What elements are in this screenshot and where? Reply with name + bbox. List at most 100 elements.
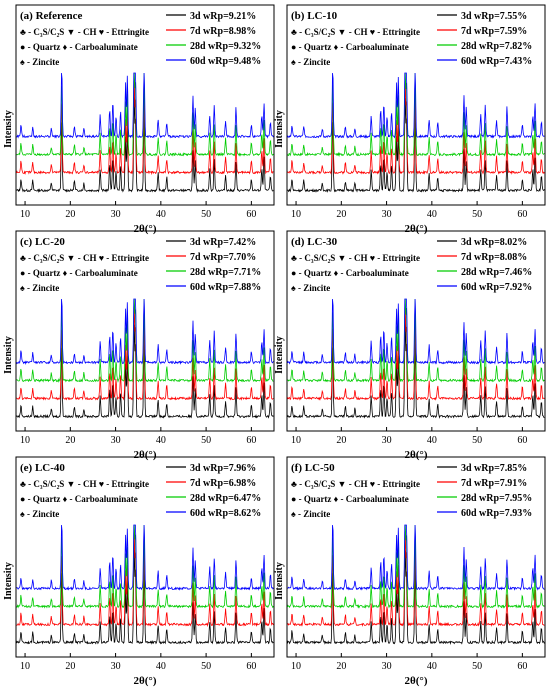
xrd-panel-6: 10 20 30 40 50 60 2θ(°) Intensity (f) LC-50 ♣ - C… [274, 456, 546, 687]
phase-legend-line: ♣ - C₃S/C₂S ▼ - CH ♥ - Ettringite [20, 253, 149, 263]
phase-legend-line: ♠ - Zincite [291, 57, 330, 67]
legend-entry: 3d wRp=7.85% [461, 463, 527, 474]
x-tick-label: 50 [201, 209, 211, 220]
x-tick-label: 60 [517, 435, 527, 446]
panel-label: (e) LC-40 [20, 462, 65, 474]
phase-legend-line: ♣ - C₃S/C₂S ▼ - CH ♥ - Ettringite [291, 27, 420, 37]
plot-frame [286, 230, 546, 432]
x-tick-label: 50 [472, 435, 482, 446]
phase-legend-line: ● - Quartz ♦ - Carboaluminate [291, 42, 409, 52]
series-line [287, 524, 545, 591]
x-tick-label: 40 [156, 209, 166, 220]
x-tick-label: 20 [65, 435, 75, 446]
x-tick-label: 20 [336, 661, 346, 672]
x-axis-label: 2θ(°) [134, 449, 157, 461]
legend-entry: 3d wRp=7.42% [190, 237, 256, 248]
x-tick-label: 60 [246, 661, 256, 672]
x-tick-label: 50 [201, 661, 211, 672]
phase-legend-line: ● - Quartz ♦ - Carboaluminate [20, 268, 138, 278]
x-tick-label: 60 [246, 435, 256, 446]
phase-legend-line: ♣ - C₃S/C₂S ▼ - CH ♥ - Ettringite [291, 253, 420, 263]
x-tick-label: 40 [156, 435, 166, 446]
series-line [287, 72, 545, 139]
panel-label: (c) LC-20 [20, 236, 65, 248]
x-tick-label: 30 [111, 209, 121, 220]
panel-label: (d) LC-30 [291, 236, 338, 248]
x-tick-label: 40 [427, 209, 437, 220]
x-tick-label: 20 [65, 209, 75, 220]
series-line [287, 298, 545, 365]
phase-legend-line: ● - Quartz ♦ - Carboaluminate [291, 494, 409, 504]
x-tick-label: 50 [201, 435, 211, 446]
plot-frame [15, 4, 275, 206]
panel-label: (b) LC-10 [291, 10, 338, 22]
y-axis-label: Intensity [274, 110, 285, 148]
phase-legend-line: ♣ - C₃S/C₂S ▼ - CH ♥ - Ettringite [291, 479, 420, 489]
legend-entry: 28d wRp=6.47% [190, 493, 261, 504]
x-tick-label: 50 [472, 209, 482, 220]
x-tick-label: 40 [427, 435, 437, 446]
phase-legend-line: ● - Quartz ♦ - Carboaluminate [20, 494, 138, 504]
x-tick-label: 10 [20, 661, 30, 672]
phase-legend-line: ♠ - Zincite [20, 57, 59, 67]
plot-frame [286, 4, 546, 206]
x-tick-label: 20 [336, 435, 346, 446]
x-tick-label: 40 [427, 661, 437, 672]
x-tick-label: 10 [291, 661, 301, 672]
xrd-panel-1: 10 20 30 40 50 60 2θ(°) Intensity (a) Reference ♣… [3, 4, 275, 235]
x-axis-label: 2θ(°) [405, 675, 428, 687]
x-tick-label: 10 [291, 209, 301, 220]
x-tick-label: 60 [517, 209, 527, 220]
legend-entry: 60d wRp=7.92% [461, 282, 532, 293]
panel-label: (a) Reference [20, 10, 83, 22]
x-tick-label: 30 [382, 435, 392, 446]
legend-entry: 60d wRp=7.93% [461, 508, 532, 519]
y-axis-label: Intensity [274, 336, 285, 374]
legend-entry: 7d wRp=8.08% [461, 252, 527, 263]
x-tick-label: 10 [291, 435, 301, 446]
legend-entry: 3d wRp=7.55% [461, 11, 527, 22]
legend-entry: 7d wRp=6.98% [190, 478, 256, 489]
legend-entry: 60d wRp=7.43% [461, 56, 532, 67]
x-tick-label: 10 [20, 209, 30, 220]
phase-legend-line: ♠ - Zincite [291, 509, 330, 519]
panel-label: (f) LC-50 [291, 462, 335, 474]
x-tick-label: 30 [382, 209, 392, 220]
x-tick-label: 30 [111, 435, 121, 446]
x-axis-label: 2θ(°) [405, 223, 428, 235]
y-axis-label: Intensity [3, 110, 14, 148]
plot-frame [286, 456, 546, 658]
y-axis-label: Intensity [3, 336, 14, 374]
phase-legend-line: ♣ - C₃S/C₂S ▼ - CH ♥ - Ettringite [20, 479, 149, 489]
legend-entry: 28d wRp=9.32% [190, 41, 261, 52]
x-axis-label: 2θ(°) [134, 223, 157, 235]
legend-entry: 60d wRp=8.62% [190, 508, 261, 519]
legend-entry: 3d wRp=8.02% [461, 237, 527, 248]
series-line [16, 72, 274, 139]
legend-entry: 3d wRp=9.21% [190, 11, 256, 22]
y-axis-label: Intensity [274, 562, 285, 600]
phase-legend-line: ♠ - Zincite [20, 509, 59, 519]
legend-entry: 28d wRp=7.82% [461, 41, 532, 52]
x-tick-label: 60 [246, 209, 256, 220]
x-tick-label: 20 [65, 661, 75, 672]
phase-legend-line: ● - Quartz ♦ - Carboaluminate [291, 268, 409, 278]
x-axis-label: 2θ(°) [134, 675, 157, 687]
xrd-panel-5: 10 20 30 40 50 60 2θ(°) Intensity (e) LC-40 ♣ - C… [3, 456, 275, 687]
legend-entry: 28d wRp=7.71% [190, 267, 261, 278]
legend-entry: 7d wRp=7.59% [461, 26, 527, 37]
legend-entry: 60d wRp=9.48% [190, 56, 261, 67]
series-line [16, 524, 274, 591]
x-tick-label: 40 [156, 661, 166, 672]
plot-frame [15, 456, 275, 658]
xrd-panel-4: 10 20 30 40 50 60 2θ(°) Intensity (d) LC-30 ♣ - C… [274, 230, 546, 461]
xrd-panel-3: 10 20 30 40 50 60 2θ(°) Intensity (c) LC-20 ♣ - C… [3, 230, 275, 461]
legend-entry: 60d wRp=7.88% [190, 282, 261, 293]
x-tick-label: 20 [336, 209, 346, 220]
x-tick-label: 10 [20, 435, 30, 446]
x-axis-label: 2θ(°) [405, 449, 428, 461]
series-line [16, 298, 274, 365]
plot-frame [15, 230, 275, 432]
x-tick-label: 30 [382, 661, 392, 672]
